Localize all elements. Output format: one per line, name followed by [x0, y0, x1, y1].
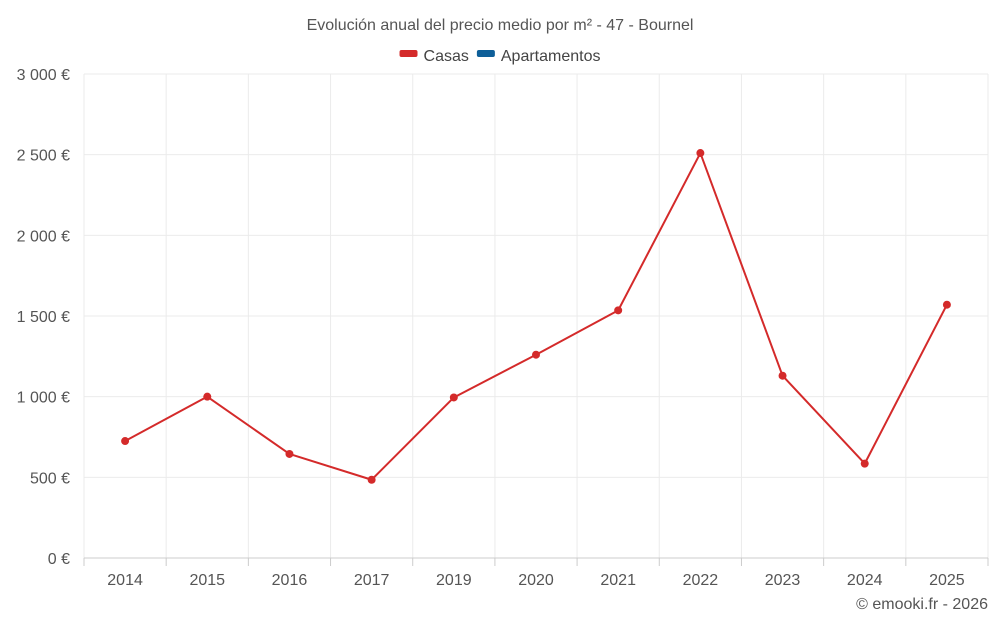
data-point[interactable]	[696, 149, 705, 158]
x-tick-label: 2022	[683, 572, 719, 589]
legend-swatch-apartamentos	[476, 50, 495, 57]
x-axis-tick-labels: 2014 2015 2016 2017 2019 2020 2021 2022 2023 2024…	[83, 558, 989, 589]
chart-title: Evolución anual del precio medio por m² …	[307, 17, 694, 34]
x-tick-label: 2021	[600, 572, 636, 589]
data-point[interactable]	[367, 475, 376, 484]
x-tick-label: 2023	[765, 572, 801, 589]
x-tick-label: 2025	[929, 572, 965, 589]
data-point[interactable]	[121, 437, 130, 446]
y-axis-tick-labels: 0 € 500 € 1 000 € 1 500 € 2 000 € 2 500 € 3 00…	[17, 67, 70, 568]
y-tick-label: 2 500 €	[17, 148, 70, 165]
series-casas	[121, 149, 951, 484]
x-tick-label: 2019	[436, 572, 472, 589]
credit-text: © emooki.fr - 2026	[856, 596, 988, 613]
x-tick-label: 2020	[518, 572, 554, 589]
data-point[interactable]	[942, 300, 951, 309]
data-point[interactable]	[449, 393, 458, 402]
legend-label[interactable]: Apartamentos	[501, 48, 601, 65]
y-tick-label: 3 000 €	[17, 67, 70, 84]
data-point[interactable]	[860, 459, 869, 468]
y-tick-label: 1 000 €	[17, 390, 70, 407]
horizontal-gridlines	[84, 73, 988, 478]
y-tick-label: 0 €	[48, 551, 70, 568]
y-tick-label: 500 €	[30, 470, 70, 487]
data-point[interactable]	[285, 449, 294, 458]
x-tick-label: 2024	[847, 572, 883, 589]
legend-swatch-casas	[399, 50, 418, 57]
data-point[interactable]	[778, 371, 787, 380]
data-point[interactable]	[532, 350, 540, 359]
x-tick-label: 2017	[354, 572, 390, 589]
y-tick-label: 2 000 €	[17, 228, 70, 245]
x-tick-label: 2016	[272, 572, 308, 589]
legend: Casas Apartamentos	[399, 48, 601, 65]
x-tick-label: 2014	[107, 572, 143, 589]
y-tick-label: 1 500 €	[17, 309, 70, 326]
x-tick-label: 2015	[189, 572, 225, 589]
data-point[interactable]	[203, 392, 212, 401]
data-point[interactable]	[614, 306, 623, 315]
legend-label[interactable]: Casas	[424, 48, 469, 65]
